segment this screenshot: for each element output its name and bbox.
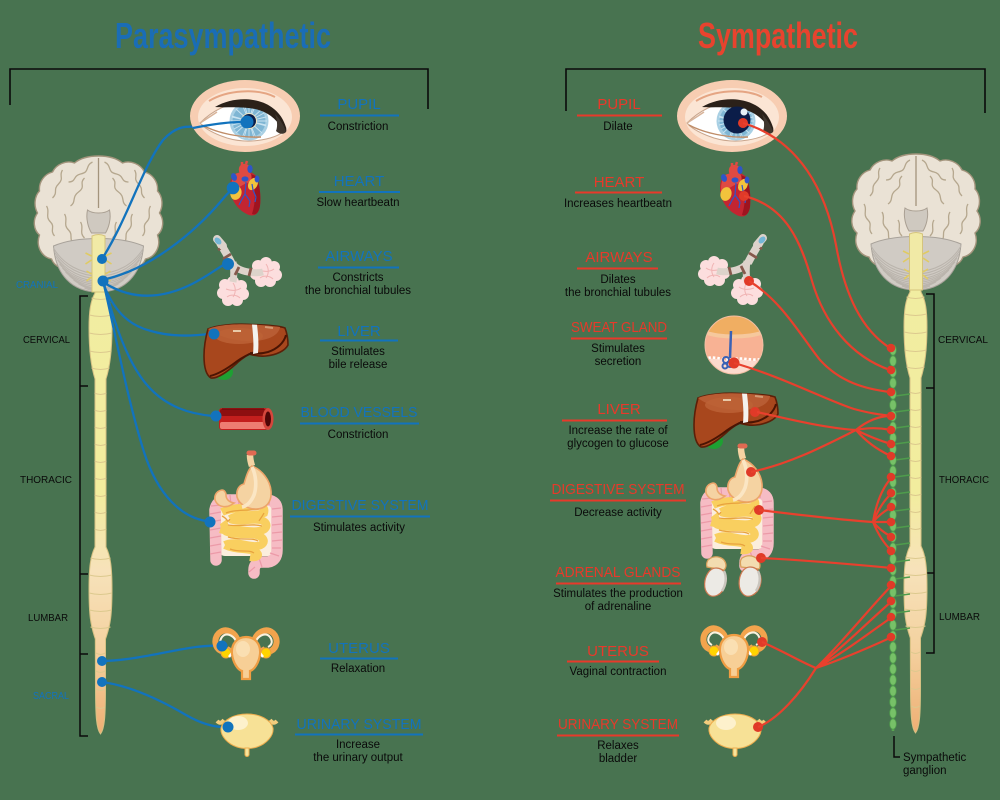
svg-text:Constriction: Constriction (328, 121, 389, 133)
svg-text:CERVICAL: CERVICAL (938, 334, 988, 346)
svg-text:LIVER: LIVER (337, 323, 381, 340)
svg-text:Relaxes: Relaxes (597, 740, 639, 752)
svg-text:Stimulates: Stimulates (331, 346, 385, 358)
svg-text:bile release: bile release (329, 359, 388, 371)
svg-text:DIGESTIVE SYSTEM: DIGESTIVE SYSTEM (292, 497, 429, 514)
svg-text:DIGESTIVE SYSTEM: DIGESTIVE SYSTEM (552, 481, 685, 498)
svg-text:secretion: secretion (595, 356, 642, 368)
svg-text:HEART: HEART (594, 174, 645, 191)
svg-text:ADRENAL GLANDS: ADRENAL GLANDS (556, 564, 681, 581)
svg-text:Constricts: Constricts (332, 272, 383, 284)
svg-text:Increase the rate of: Increase the rate of (568, 425, 668, 437)
svg-text:Sympathetic: Sympathetic (698, 15, 858, 56)
svg-text:URINARY SYSTEM: URINARY SYSTEM (558, 716, 678, 733)
svg-text:Stimulates: Stimulates (591, 343, 645, 355)
svg-text:CERVICAL: CERVICAL (23, 334, 70, 346)
svg-text:PUPIL: PUPIL (337, 96, 380, 113)
svg-text:THORACIC: THORACIC (939, 474, 989, 486)
svg-text:PUPIL: PUPIL (597, 96, 640, 113)
svg-text:AIRWAYS: AIRWAYS (585, 249, 652, 266)
svg-text:CRANIAL: CRANIAL (16, 279, 58, 291)
svg-text:Increase: Increase (336, 739, 380, 751)
svg-text:SWEAT GLAND: SWEAT GLAND (571, 319, 667, 336)
svg-text:Vaginal contraction: Vaginal contraction (570, 666, 667, 678)
svg-text:Parasympathetic: Parasympathetic (115, 15, 331, 56)
svg-text:bladder: bladder (599, 753, 638, 765)
svg-text:of adrenaline: of adrenaline (585, 601, 652, 613)
svg-text:LIVER: LIVER (597, 401, 641, 418)
svg-text:THORACIC: THORACIC (20, 474, 72, 486)
svg-text:Stimulates activity: Stimulates activity (313, 522, 405, 534)
svg-text:UTERUS: UTERUS (328, 640, 390, 657)
svg-text:URINARY SYSTEM: URINARY SYSTEM (297, 716, 422, 733)
svg-text:LUMBAR: LUMBAR (939, 611, 980, 623)
svg-text:AIRWAYS: AIRWAYS (325, 248, 392, 265)
svg-text:Increases heartbeatn: Increases heartbeatn (564, 198, 672, 210)
svg-text:LUMBAR: LUMBAR (28, 612, 68, 624)
svg-text:the bronchial tubules: the bronchial tubules (305, 285, 411, 297)
svg-text:SACRAL: SACRAL (33, 690, 69, 702)
svg-text:Constriction: Constriction (328, 429, 389, 441)
svg-text:Dilate: Dilate (603, 121, 632, 133)
svg-text:Relaxation: Relaxation (331, 663, 385, 675)
svg-text:UTERUS: UTERUS (587, 643, 649, 660)
svg-text:the urinary output: the urinary output (313, 752, 403, 764)
svg-text:Dilates: Dilates (600, 274, 635, 286)
svg-text:BLOOD VESSELS: BLOOD VESSELS (301, 404, 418, 421)
svg-text:Slow heartbeatn: Slow heartbeatn (316, 197, 399, 209)
svg-text:glycogen to glucose: glycogen to glucose (567, 438, 669, 450)
svg-text:Decrease activity: Decrease activity (574, 507, 662, 519)
svg-text:ganglion: ganglion (903, 765, 946, 777)
svg-text:the bronchial tubules: the bronchial tubules (565, 287, 671, 299)
svg-text:Sympathetic: Sympathetic (903, 752, 967, 764)
svg-text:HEART: HEART (334, 173, 385, 190)
svg-text:Stimulates the production: Stimulates the production (553, 588, 683, 600)
